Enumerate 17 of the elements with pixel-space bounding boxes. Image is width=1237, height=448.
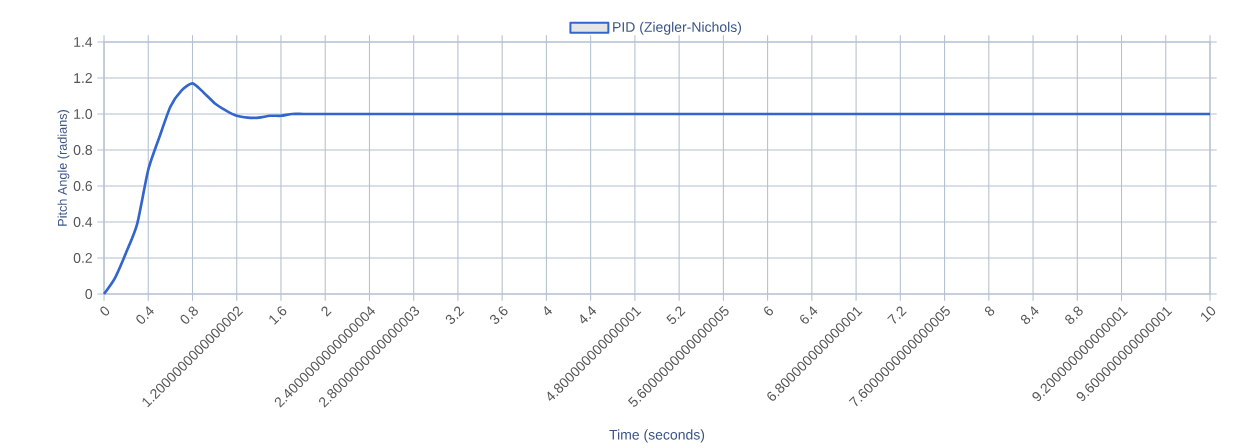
y-axis-title: Pitch Angle (radians) xyxy=(57,110,70,226)
x-tick-label: 3.2 xyxy=(445,306,465,325)
y-tick-label: 0.8 xyxy=(73,145,93,155)
y-tick-label: 1.0 xyxy=(74,109,93,119)
y-tick-label: 1.4 xyxy=(74,37,93,47)
x-tick-label: 8 xyxy=(984,306,995,316)
x-axis-title: Time (seconds) xyxy=(609,429,705,443)
x-tick-label: 3.6 xyxy=(490,306,508,325)
y-tick-label: 1.2 xyxy=(74,73,92,83)
legend-label: PID (Ziegler-Nichols) xyxy=(613,21,742,35)
x-tick-label: 10 xyxy=(1201,306,1216,322)
line-series xyxy=(102,82,1212,296)
y-tick-label: 0 xyxy=(85,289,93,299)
y-tick-label: 0.4 xyxy=(73,217,93,227)
y-tick-label: 0.6 xyxy=(73,181,93,191)
x-tick-label: 0 xyxy=(100,306,110,316)
y-tick-label: 0.2 xyxy=(73,253,92,263)
